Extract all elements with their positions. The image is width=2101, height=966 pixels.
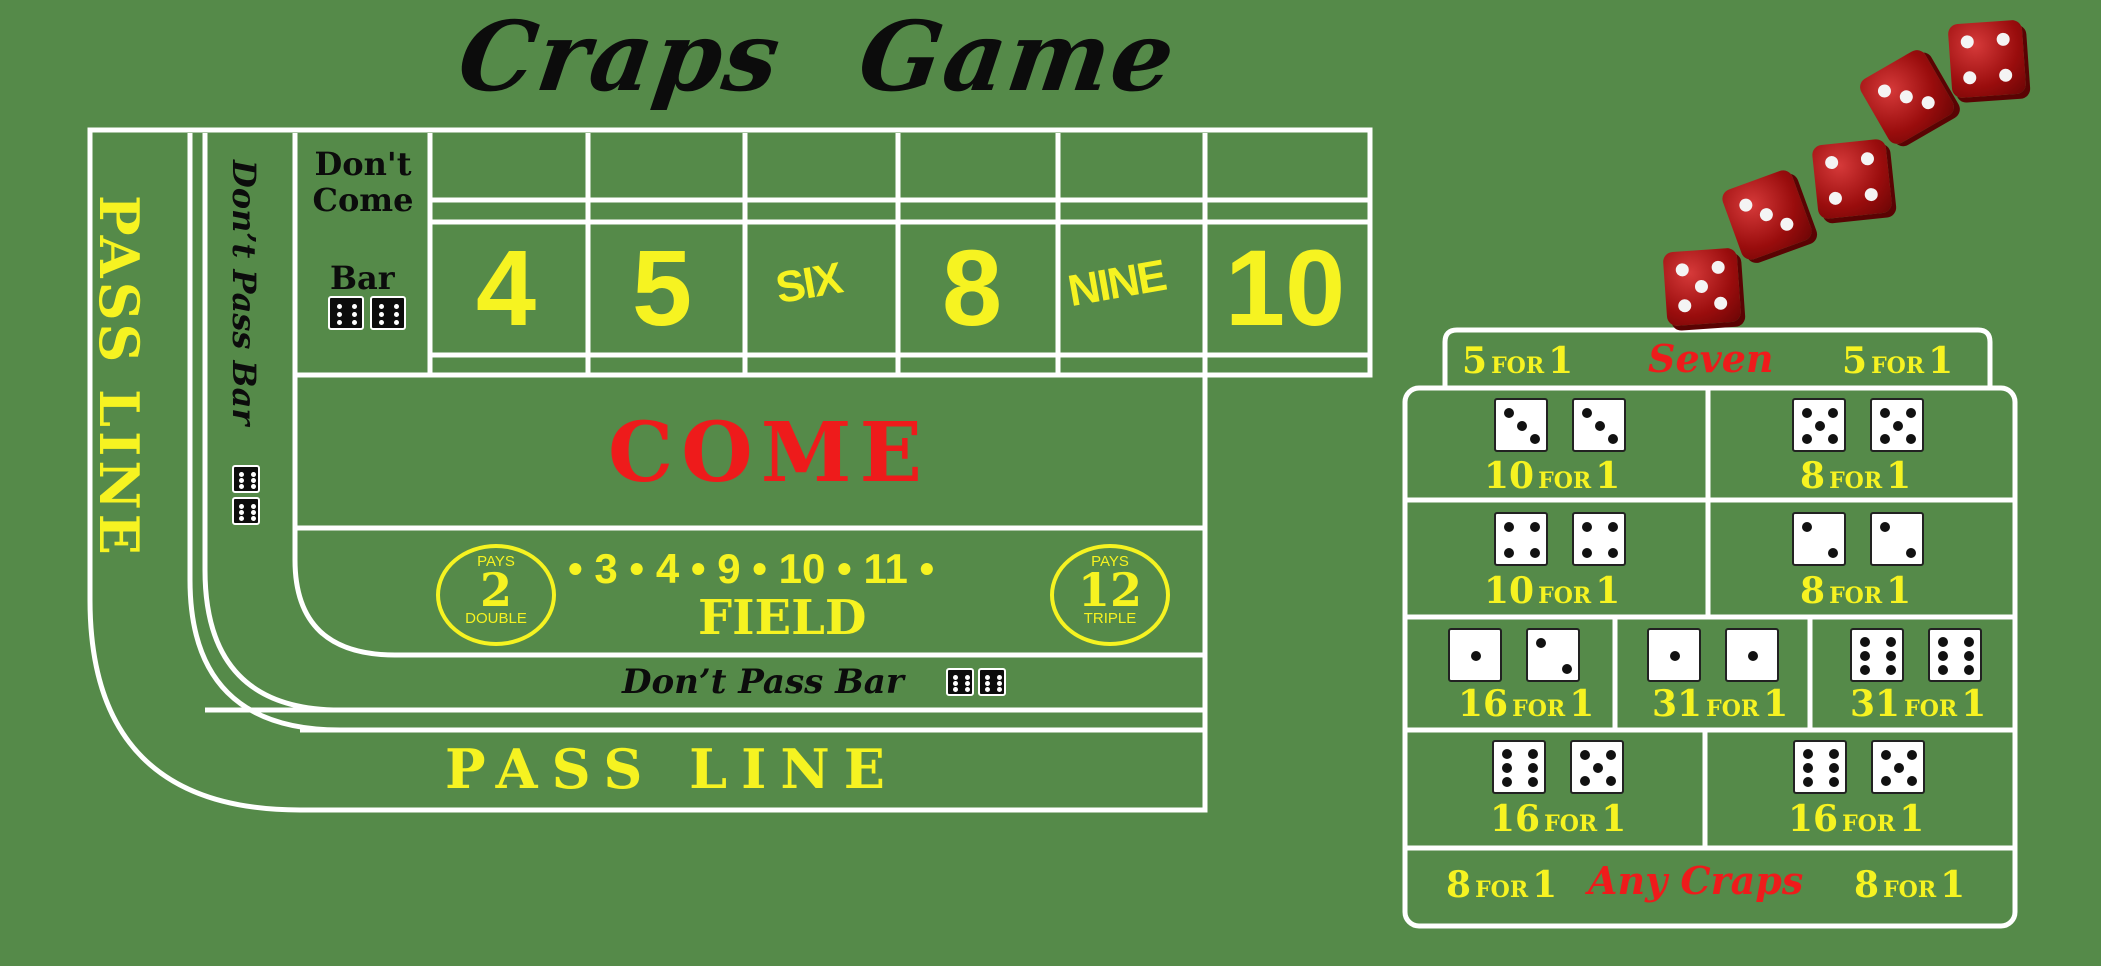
black-die-icon [232,465,260,493]
hard-8-dice[interactable] [1494,512,1626,566]
snake-eyes-payout: 31 FOR 1 [1652,683,1789,725]
point-4[interactable]: 4 [476,227,537,348]
field-pays-2-bottom: DOUBLE [465,610,527,627]
dont-pass-bar-horizontal[interactable]: Don’t Pass Bar [622,662,904,702]
white-die-icon [1526,628,1580,682]
black-die-icon [232,497,260,525]
pass-line-vertical[interactable]: PASS LINE [87,195,151,559]
dont-pass-bar-vertical[interactable]: Don’t Pass Bar [225,160,263,426]
dont-come-line2: Come [312,181,414,219]
field-bullet: • [837,545,852,592]
white-die-icon [1494,512,1548,566]
boxcars-dice[interactable] [1850,628,1982,682]
hard-10-dice[interactable] [1792,398,1924,452]
hard-6-dice[interactable] [1494,398,1626,452]
red-die-icon [1947,19,2027,99]
black-die-icon [946,668,974,696]
white-die-icon [1871,740,1925,794]
yo-eleven-right-dice[interactable] [1793,740,1925,794]
dont-come-bar-dice [328,296,406,330]
ace-deuce-payout: 16 FOR 1 [1458,683,1595,725]
any-craps-left-payout: 8 FOR 1 [1446,864,1558,906]
seven-box-outline [1442,327,1993,388]
red-die-icon [1662,247,1742,327]
white-die-icon [1494,398,1548,452]
hard-4-dice[interactable] [1792,512,1924,566]
field-bullet: • [752,545,767,592]
dont-come-label[interactable]: Don't Come [308,148,418,216]
field-bullet: • [568,545,583,592]
field-numbers[interactable]: • 3 • 4 • 9 • 10 • 11 • [568,548,934,590]
any-craps-bet[interactable]: Any Craps [1588,858,1804,903]
ace-deuce-dice[interactable] [1448,628,1580,682]
white-die-icon [1850,628,1904,682]
field-number: 11 [863,545,908,592]
white-die-icon [1448,628,1502,682]
point-5[interactable]: 5 [632,227,693,348]
yo-eleven-right-payout: 16 FOR 1 [1788,798,1925,840]
white-die-icon [1647,628,1701,682]
any-craps-right-payout: 8 FOR 1 [1854,864,1966,906]
boxcars-payout: 31 FOR 1 [1850,683,1987,725]
point-8[interactable]: 8 [942,227,1003,348]
white-die-icon [1928,628,1982,682]
black-die-icon [328,296,364,330]
seven-right-payout: 5 FOR 1 [1842,340,1954,382]
field-pays-2[interactable]: PAYS 2 DOUBLE [436,544,556,646]
field-bullet: • [919,545,935,592]
come-area[interactable]: COME [608,405,930,501]
field-bullet: • [629,545,645,592]
field-number: 4 [655,545,680,592]
snake-eyes-dice[interactable] [1647,628,1779,682]
dont-come-line1: Don't [314,145,412,183]
field-pays-12[interactable]: PAYS 12 TRIPLE [1050,544,1170,646]
field-number: 9 [717,545,741,592]
white-die-icon [1870,398,1924,452]
field-number: 10 [778,545,826,592]
white-die-icon [1793,740,1847,794]
hard-4-payout: 8 FOR 1 [1800,570,1912,612]
pass-line-horizontal[interactable]: PASS LINE [445,737,899,801]
field-pays-12-top: PAYS [1091,553,1129,570]
seven-left-payout: 5 FOR 1 [1462,340,1574,382]
yo-eleven-left-payout: 16 FOR 1 [1490,798,1627,840]
field-label[interactable]: FIELD [698,590,867,646]
field-pays-12-num: 12 [1077,563,1142,617]
white-die-icon [1572,398,1626,452]
white-die-icon [1792,512,1846,566]
field-pays-2-num: 2 [479,563,512,617]
black-die-icon [370,296,406,330]
yo-eleven-left-dice[interactable] [1492,740,1624,794]
seven-bet[interactable]: Seven [1648,336,1774,381]
hard-6-payout: 10 FOR 1 [1484,455,1621,497]
field-bullet: • [690,545,706,592]
dont-pass-lane-inner [292,133,1205,658]
dont-pass-bar-dice-vertical [232,465,260,525]
hard-8-payout: 10 FOR 1 [1484,570,1621,612]
point-six[interactable]: SIX [772,253,845,314]
white-die-icon [1572,512,1626,566]
red-die-icon [1811,138,1893,220]
dont-come-bar-label: Bar [330,259,395,297]
point-10[interactable]: 10 [1225,227,1346,348]
white-die-icon [1792,398,1846,452]
hard-10-payout: 8 FOR 1 [1800,455,1912,497]
white-die-icon [1492,740,1546,794]
white-die-icon [1725,628,1779,682]
white-die-icon [1870,512,1924,566]
field-pays-2-top: PAYS [477,553,515,570]
field-pays-12-bottom: TRIPLE [1083,610,1137,627]
dont-pass-bar-dice [946,668,1006,696]
black-die-icon [978,668,1006,696]
field-number: 3 [594,545,618,592]
pass-line-outline [87,127,1373,813]
white-die-icon [1570,740,1624,794]
